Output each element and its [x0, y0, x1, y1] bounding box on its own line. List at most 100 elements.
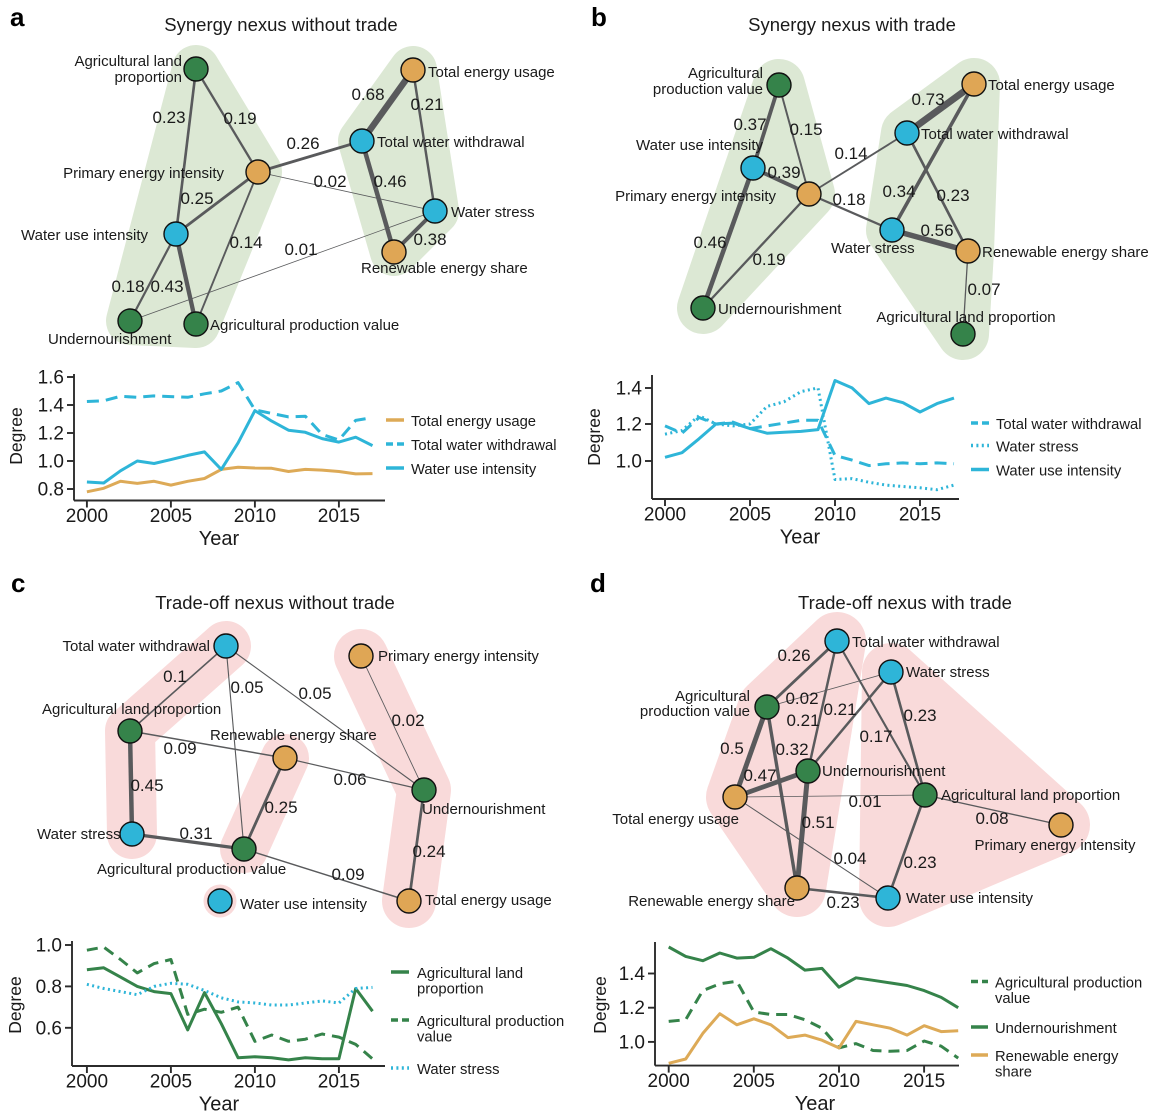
- svg-text:Degree: Degree: [590, 976, 610, 1033]
- svg-text:2010: 2010: [818, 1071, 860, 1092]
- svg-text:0.18: 0.18: [832, 190, 865, 209]
- svg-text:1.6: 1.6: [38, 368, 64, 389]
- svg-text:Year: Year: [199, 528, 240, 550]
- svg-text:0.21: 0.21: [823, 700, 856, 719]
- svg-text:0.23: 0.23: [903, 853, 936, 872]
- svg-text:Total water withdrawal: Total water withdrawal: [377, 134, 525, 151]
- svg-text:0.32: 0.32: [775, 740, 808, 759]
- svg-text:Renewable energy: Renewable energy: [995, 1049, 1119, 1065]
- svg-text:0.45: 0.45: [130, 776, 163, 795]
- svg-text:1.2: 1.2: [619, 998, 645, 1019]
- svg-text:0.8: 0.8: [36, 977, 62, 998]
- svg-text:Total energy usage: Total energy usage: [425, 892, 552, 909]
- svg-text:Primary energy intensity: Primary energy intensity: [615, 188, 776, 205]
- svg-text:0.09: 0.09: [163, 739, 196, 758]
- svg-text:0.23: 0.23: [903, 706, 936, 725]
- svg-text:Renewable energy share: Renewable energy share: [210, 727, 377, 744]
- svg-text:Agricultural: Agricultural: [675, 688, 750, 705]
- svg-text:Total energy usage: Total energy usage: [988, 77, 1115, 94]
- svg-text:2010: 2010: [234, 1072, 276, 1093]
- svg-text:0.43: 0.43: [150, 277, 183, 296]
- svg-text:1.0: 1.0: [619, 1032, 645, 1053]
- svg-text:2015: 2015: [318, 506, 360, 527]
- svg-text:2005: 2005: [150, 1072, 192, 1093]
- svg-text:0.18: 0.18: [111, 277, 144, 296]
- svg-text:Agricultural production: Agricultural production: [417, 1014, 564, 1030]
- svg-text:2015: 2015: [903, 1071, 945, 1092]
- svg-text:Total energy usage: Total energy usage: [612, 811, 739, 828]
- svg-text:Agricultural production value: Agricultural production value: [97, 861, 286, 878]
- svg-text:0.6: 0.6: [36, 1018, 62, 1039]
- svg-text:Undernourishment: Undernourishment: [48, 331, 172, 348]
- svg-text:Primary energy intensity: Primary energy intensity: [975, 837, 1136, 854]
- svg-text:2005: 2005: [733, 1071, 775, 1092]
- svg-text:0.02: 0.02: [785, 689, 818, 708]
- svg-text:Water stress: Water stress: [996, 440, 1079, 456]
- svg-text:Undernourishment: Undernourishment: [422, 801, 546, 818]
- svg-text:0.14: 0.14: [229, 233, 262, 252]
- svg-text:Total energy usage: Total energy usage: [411, 414, 536, 430]
- svg-text:Water stress: Water stress: [906, 664, 990, 681]
- svg-text:1.2: 1.2: [616, 415, 642, 436]
- svg-text:0.51: 0.51: [801, 813, 834, 832]
- svg-text:1.0: 1.0: [36, 936, 62, 957]
- svg-text:0.73: 0.73: [911, 90, 944, 109]
- svg-text:1.0: 1.0: [616, 452, 642, 473]
- svg-text:2010: 2010: [814, 505, 856, 526]
- svg-text:Water use intensity: Water use intensity: [21, 227, 148, 244]
- svg-text:0.31: 0.31: [179, 824, 212, 843]
- svg-text:0.26: 0.26: [777, 646, 810, 665]
- svg-text:Water use intensity: Water use intensity: [996, 464, 1122, 480]
- svg-text:0.8: 0.8: [38, 480, 64, 501]
- svg-text:Water use intensity: Water use intensity: [411, 462, 537, 478]
- svg-text:2000: 2000: [648, 1071, 690, 1092]
- svg-text:Total water withdrawal: Total water withdrawal: [411, 438, 557, 454]
- svg-text:Agricultural production: Agricultural production: [995, 976, 1142, 992]
- svg-text:Total energy usage: Total energy usage: [428, 64, 555, 81]
- svg-text:0.21: 0.21: [786, 711, 819, 730]
- svg-text:0.23: 0.23: [826, 893, 859, 912]
- svg-text:0.01: 0.01: [284, 240, 317, 259]
- svg-text:0.25: 0.25: [264, 798, 297, 817]
- svg-text:Undernourishment: Undernourishment: [718, 301, 842, 318]
- svg-text:Primary energy intensity: Primary energy intensity: [63, 165, 224, 182]
- svg-text:a: a: [10, 2, 25, 32]
- svg-text:2005: 2005: [150, 506, 192, 527]
- svg-text:0.23: 0.23: [152, 108, 185, 127]
- svg-text:d: d: [590, 568, 606, 598]
- svg-text:Synergy nexus with trade: Synergy nexus with trade: [748, 14, 956, 35]
- svg-text:Year: Year: [199, 1094, 240, 1116]
- svg-text:Total water withdrawal: Total water withdrawal: [852, 634, 1000, 651]
- svg-text:0.56: 0.56: [920, 221, 953, 240]
- svg-text:Water use intensity: Water use intensity: [636, 137, 763, 154]
- svg-text:0.5: 0.5: [720, 739, 744, 758]
- svg-text:0.26: 0.26: [286, 134, 319, 153]
- svg-text:production value: production value: [640, 703, 750, 720]
- svg-text:0.05: 0.05: [298, 684, 331, 703]
- svg-text:Renewable energy share: Renewable energy share: [982, 244, 1149, 261]
- svg-text:Water use intensity: Water use intensity: [906, 890, 1033, 907]
- svg-text:value: value: [417, 1030, 452, 1046]
- svg-text:Water stress: Water stress: [37, 826, 121, 843]
- svg-text:0.04: 0.04: [833, 849, 866, 868]
- svg-text:production value: production value: [653, 81, 763, 98]
- svg-text:0.37: 0.37: [733, 115, 766, 134]
- svg-text:0.17: 0.17: [859, 727, 892, 746]
- svg-text:Water stress: Water stress: [451, 204, 535, 221]
- svg-text:Renewable energy share: Renewable energy share: [628, 893, 795, 910]
- svg-text:0.19: 0.19: [752, 250, 785, 269]
- svg-text:c: c: [11, 568, 25, 598]
- svg-text:2005: 2005: [729, 505, 771, 526]
- svg-text:0.46: 0.46: [373, 172, 406, 191]
- svg-text:Agricultural land proportion: Agricultural land proportion: [876, 309, 1055, 326]
- svg-text:Degree: Degree: [5, 976, 25, 1033]
- svg-text:0.19: 0.19: [223, 109, 256, 128]
- svg-text:0.39: 0.39: [767, 163, 800, 182]
- svg-text:0.05: 0.05: [230, 678, 263, 697]
- svg-text:Year: Year: [780, 527, 821, 549]
- svg-text:Total water withdrawal: Total water withdrawal: [996, 417, 1142, 433]
- svg-text:2000: 2000: [644, 505, 686, 526]
- svg-text:value: value: [995, 991, 1030, 1007]
- svg-text:0.14: 0.14: [834, 144, 867, 163]
- svg-text:Degree: Degree: [584, 408, 604, 465]
